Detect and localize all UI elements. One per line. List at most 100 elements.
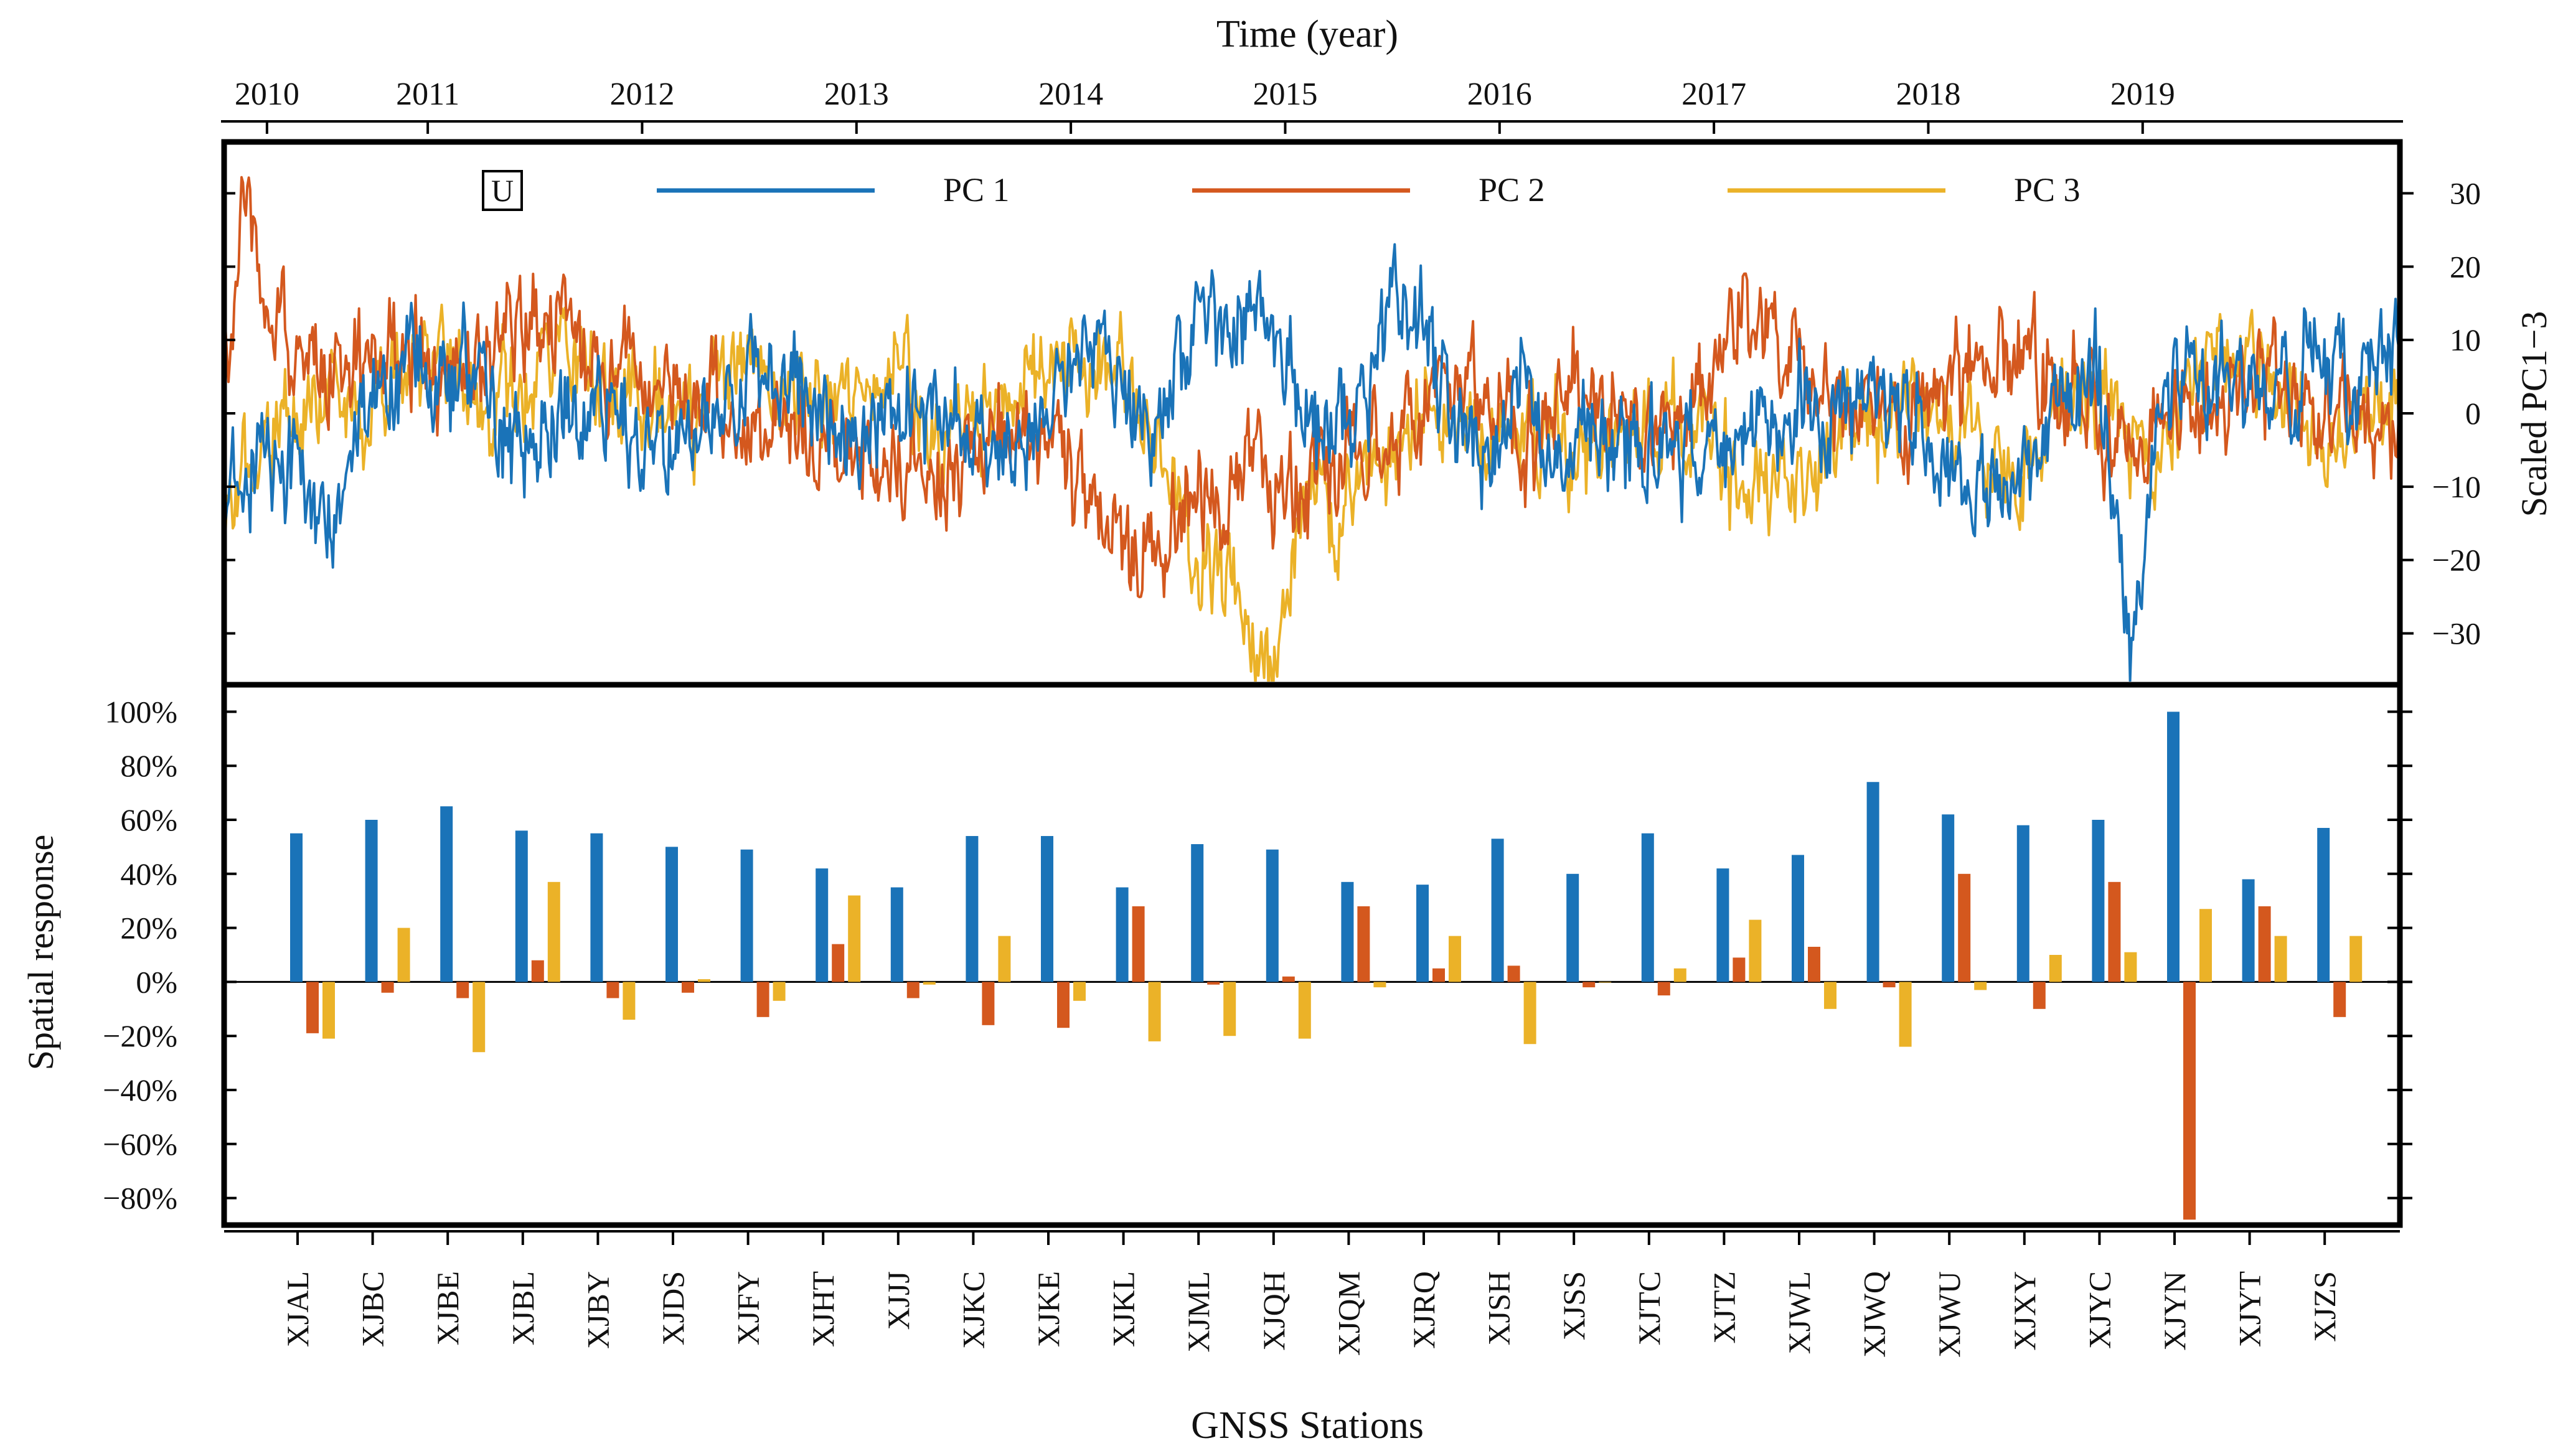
station-label: XJSH [1482, 1271, 1517, 1345]
station-label: XJSS [1556, 1271, 1591, 1340]
spatial-response-axis: 100% 80% 60% 40% 20% 0% −20% −40% −60% −80% [103, 694, 2412, 1216]
bar-pc2-xjkl [1132, 906, 1145, 982]
bar-pc2-xjtc [1657, 982, 1670, 996]
year-label: 2014 [1038, 77, 1103, 112]
station-label: XJQM [1331, 1271, 1366, 1356]
bar-pc2-xjkc [982, 982, 995, 1025]
station-label: XJJJ [881, 1271, 916, 1330]
bar-pc3-xjyn [2199, 909, 2212, 982]
bar-pc2-xjht [832, 944, 845, 982]
station-label: XJAL [280, 1271, 315, 1347]
panel-label: U [491, 173, 514, 208]
station-label: XJFY [731, 1271, 766, 1345]
bar-pc1-xjjj [890, 887, 903, 982]
year-label: 2012 [609, 77, 674, 112]
year-label: 2017 [1681, 77, 1746, 112]
bar-pc2-xjal [306, 982, 319, 1033]
spatial-response-axis-title: Spatial response [21, 835, 61, 1071]
station-label: XJBY [580, 1271, 615, 1349]
bar-pc3-xjml [1223, 982, 1236, 1036]
bar-pc3-xjfy [773, 982, 786, 1001]
station-label: XJDS [656, 1271, 690, 1345]
bar-pc3-xjkl [1148, 982, 1161, 1041]
station-label: XJZS [2307, 1271, 2342, 1342]
legend-pc1-label: PC 1 [943, 171, 1010, 209]
bar-pc1-xjrq [1416, 885, 1429, 982]
bar-pc3-xjal [322, 982, 335, 1039]
bar-pc3-xjds [698, 979, 710, 982]
time-series-lines [224, 176, 2400, 682]
bar-pc3-xjht [848, 895, 861, 982]
legend-pc3-label: PC 3 [2014, 171, 2081, 209]
station-label: XJYT [2232, 1271, 2267, 1347]
bar-pc3-xjrq [1449, 936, 1461, 982]
scaled-pc-axis-title: Scaled PC1−3 [2514, 311, 2554, 517]
station-label: XJWL [1782, 1271, 1817, 1354]
time-axis-title: Time (year) [1216, 13, 1398, 55]
scaled-pc-tick-label: 0 [2465, 396, 2481, 431]
bar-pc3-xjby [623, 982, 636, 1020]
station-labels: XJAL XJBC XJBE XJBL XJBY XJDS XJFY XJHT XJJJ XJKC… [280, 1231, 2342, 1358]
spatial-response-panel: 100% 80% 60% 40% 20% 0% −20% −40% −60% −80% Spati… [21, 682, 2412, 1447]
scaled-pc-tick-label: −20 [2432, 543, 2481, 578]
spatial-response-frame [221, 682, 2403, 1228]
station-label: XJBC [355, 1271, 390, 1347]
bar-pc1-xjyt [2242, 879, 2255, 982]
bar-pc1-xjqh [1266, 849, 1279, 982]
bar-pc2-xjfy [756, 982, 769, 1017]
bar-pc2-xjsh [1507, 965, 1520, 982]
year-label: 2010 [235, 77, 299, 112]
bar-pc1-xjby [590, 833, 603, 982]
station-label: XJTC [1632, 1271, 1667, 1345]
bar-pc1-xjal [290, 833, 303, 982]
bar-pc3-xjyt [2274, 936, 2287, 982]
station-label: XJWU [1932, 1271, 1967, 1358]
spatial-response-tick-label: −80% [103, 1181, 177, 1216]
station-label: XJBL [506, 1271, 540, 1345]
bar-pc3-xjwu [1974, 982, 1987, 990]
bar-pc2-xjqm [1357, 906, 1370, 982]
bar-pc2-xjbe [456, 982, 469, 998]
bar-pc3-xjbc [397, 928, 410, 982]
bar-pc3-xjtz [1749, 919, 1762, 982]
year-label: 2013 [824, 77, 889, 112]
spatial-response-tick-label: −20% [103, 1018, 177, 1053]
scaled-pc-axis: 30 20 10 0 −10 −20 −30 [224, 176, 2481, 651]
station-label: XJKL [1106, 1271, 1141, 1347]
bar-pc2-xjwl [1808, 946, 1820, 982]
bar-pc1-xjwq [1866, 782, 1879, 982]
station-label: XJKC [956, 1271, 990, 1349]
bar-pc3-xjbe [473, 982, 486, 1053]
bar-pc3-xjbl [547, 881, 560, 982]
bar-pc1-xjyn [2167, 712, 2180, 982]
bar-pc3-xjqm [1373, 982, 1386, 988]
spatial-response-tick-label: 100% [105, 694, 177, 729]
bar-pc1-xjml [1191, 844, 1204, 982]
bar-pc3-xjtc [1673, 968, 1686, 982]
station-label: XJKE [1031, 1271, 1066, 1347]
bar-pc3-xjjj [923, 982, 936, 985]
station-label: XJML [1181, 1271, 1216, 1353]
series-line-pc2 [224, 176, 2400, 599]
bar-pc1-xjbe [440, 806, 453, 982]
bar-pc1-xjyc [2092, 820, 2105, 982]
station-label: XJWQ [1857, 1271, 1892, 1358]
bar-pc2-xjke [1057, 982, 1070, 1028]
bar-pc1-xjxy [2016, 825, 2029, 982]
bar-pc3-xjxy [2049, 955, 2062, 982]
spatial-response-tick-label: 20% [120, 911, 177, 946]
spatial-response-tick-label: 40% [120, 857, 177, 891]
bar-pc2-xjyt [2258, 906, 2271, 982]
bar-pc1-xjds [665, 847, 678, 982]
bar-pc1-xjzs [2317, 828, 2330, 982]
bar-pc1-xjbl [515, 830, 528, 982]
bar-pc3-xjyc [2124, 952, 2137, 982]
bar-pc1-xjbc [365, 820, 378, 982]
bar-pc1-xjke [1041, 836, 1053, 982]
scaled-pc-tick-label: 10 [2450, 322, 2481, 357]
bar-pc2-xjbc [381, 982, 394, 993]
bar-pc1-xjfy [740, 849, 753, 982]
bar-pc2-xjss [1582, 982, 1596, 988]
bar-pc2-xjjj [906, 982, 919, 998]
time-series-panel: 30 20 10 0 −10 −20 −30 Scaled PC1−3 U PC 1 PC … [221, 139, 2554, 688]
